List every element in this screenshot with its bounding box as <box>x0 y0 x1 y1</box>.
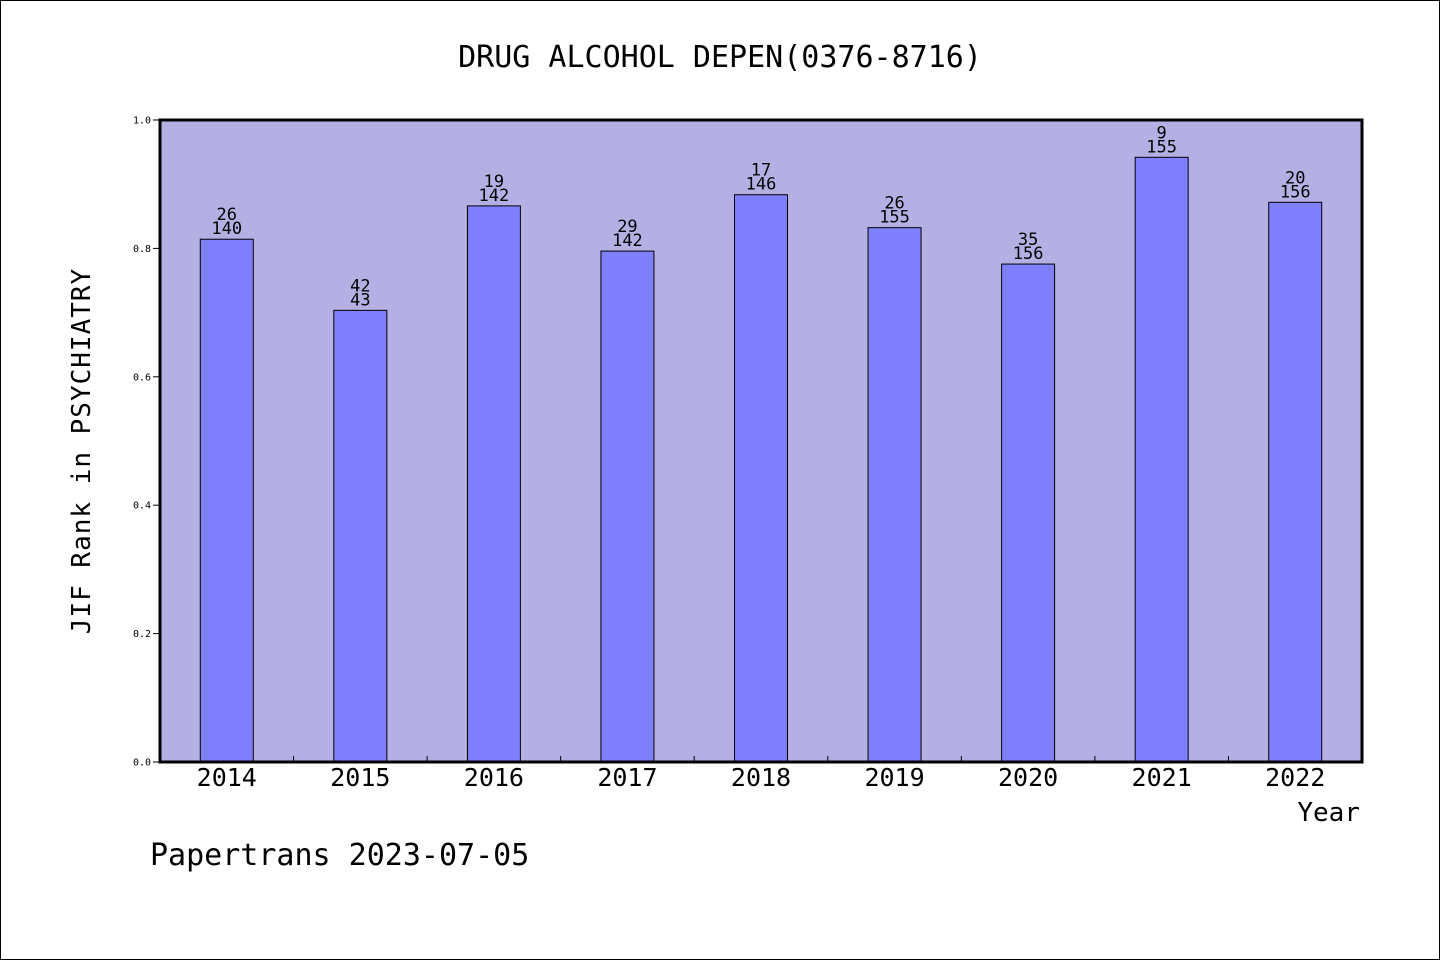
plot-area: 0.00.20.40.60.81.02614020144243201519142… <box>133 116 1364 792</box>
bar-2015 <box>333 309 388 763</box>
bar-2017 <box>600 250 655 763</box>
bar-2014 <box>199 238 254 763</box>
bar-total-label: 155 <box>879 208 910 228</box>
bar-2020 <box>1001 263 1056 763</box>
bar-rank-label: 17 <box>751 161 771 181</box>
x-tick-label: 2014 <box>197 763 257 792</box>
y-tick-label: 0.8 <box>133 244 151 255</box>
bar-total-label: 146 <box>746 175 777 195</box>
chart-title: DRUG ALCOHOL DEPEN(0376-8716) <box>458 40 982 75</box>
bar-rank-label: 9 <box>1157 123 1167 143</box>
bar-rank-label: 20 <box>1285 168 1305 188</box>
bar-total-label: 140 <box>211 219 242 239</box>
x-tick-label: 2022 <box>1265 763 1325 792</box>
bar-rank-label: 35 <box>1018 230 1038 250</box>
bar-total-label: 43 <box>350 290 370 310</box>
x-tick-label: 2019 <box>864 763 924 792</box>
bar-rank-label: 29 <box>617 217 637 237</box>
x-tick-label: 2021 <box>1132 763 1192 792</box>
bar-rank-label: 26 <box>884 194 904 214</box>
bar-2016 <box>466 205 521 763</box>
bar-rank-label: 19 <box>484 172 504 192</box>
bar-total-label: 156 <box>1013 244 1044 264</box>
y-tick-label: 0.0 <box>133 758 151 769</box>
x-axis-label: Year <box>1297 798 1360 828</box>
bar-total-label: 155 <box>1146 137 1177 157</box>
bar-total-label: 142 <box>612 231 643 251</box>
bar-2022 <box>1268 201 1323 763</box>
y-tick-label: 0.2 <box>133 629 151 640</box>
bar-rank-label: 42 <box>350 276 370 296</box>
bar-total-label: 142 <box>479 186 510 206</box>
bar-2021 <box>1134 156 1189 763</box>
y-tick-label: 1.0 <box>133 116 151 127</box>
footer-date-credit: Papertrans 2023-07-05 <box>150 838 529 873</box>
x-tick-label: 2017 <box>597 763 657 792</box>
x-tick-label: 2016 <box>464 763 524 792</box>
plot-frame <box>158 118 1364 764</box>
x-tick-label: 2015 <box>330 763 390 792</box>
bar-total-label: 156 <box>1280 182 1311 202</box>
bar-2018 <box>734 194 788 763</box>
bar-2019 <box>867 227 922 763</box>
y-axis-label: JIF Rank in PSYCHIATRY <box>67 268 97 634</box>
y-tick-label: 0.6 <box>133 372 151 383</box>
y-tick-label: 0.4 <box>133 501 151 512</box>
bar-rank-label: 26 <box>217 205 237 225</box>
x-tick-label: 2020 <box>998 763 1058 792</box>
x-tick-label: 2018 <box>731 763 791 792</box>
